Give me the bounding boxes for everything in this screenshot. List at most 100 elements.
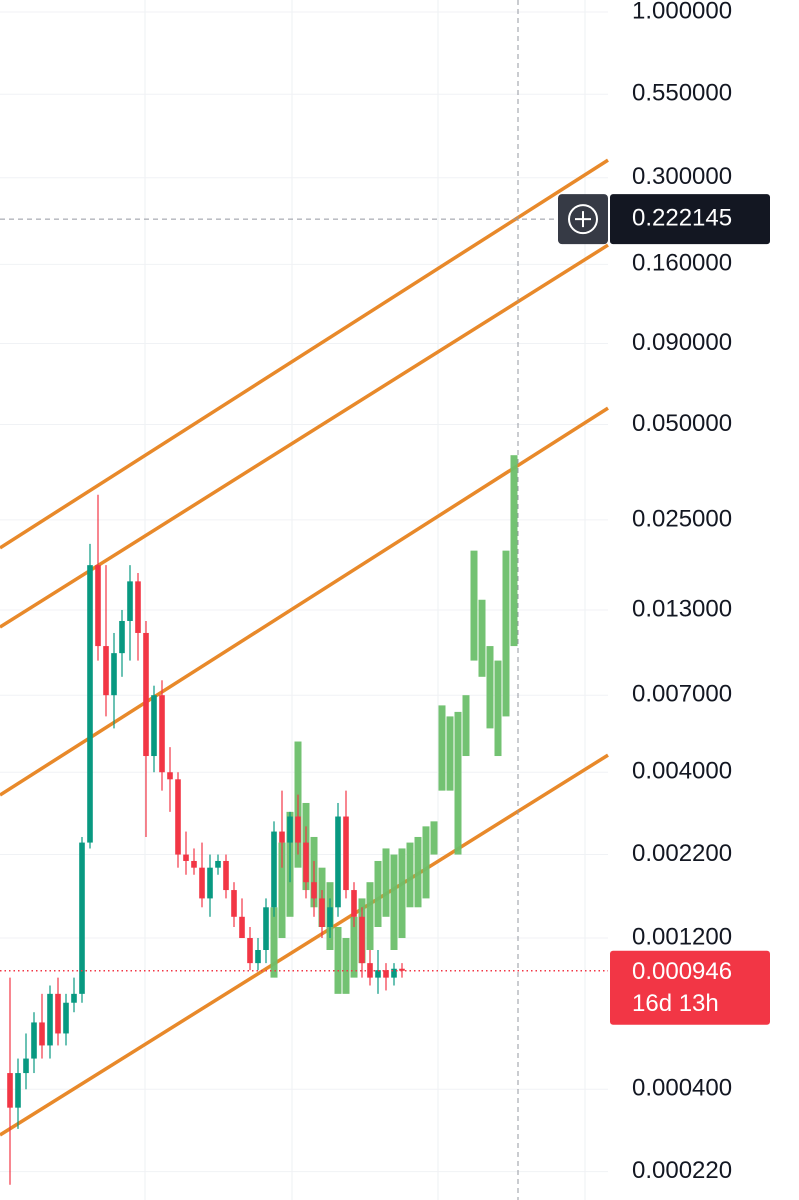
candle-body <box>239 916 245 939</box>
last-price-box <box>610 950 770 1025</box>
candle-body <box>311 882 317 899</box>
candle-body <box>127 581 133 621</box>
projection-bar <box>510 455 518 647</box>
candle-body <box>31 1022 37 1059</box>
candle-body <box>87 565 93 843</box>
crosshair-price-label: 0.222145 <box>632 204 732 231</box>
projection-bar <box>270 907 278 978</box>
y-tick-label: 0.050000 <box>632 410 732 437</box>
y-tick-label: 0.007000 <box>632 681 732 708</box>
projection-bar <box>406 842 414 908</box>
candle-body <box>375 970 381 978</box>
projection-bar <box>342 938 350 994</box>
add-icon-plus <box>575 211 591 228</box>
candle-body <box>295 816 301 843</box>
projection-bar <box>502 550 510 717</box>
crosshair-price-box <box>610 194 770 245</box>
candle-body <box>351 890 357 917</box>
projection-bar <box>494 660 502 757</box>
channel-line <box>0 243 609 629</box>
candle-body <box>383 970 389 978</box>
candle-body <box>143 632 149 757</box>
countdown-label: 16d 13h <box>632 990 719 1017</box>
candle-body <box>399 968 405 971</box>
last-price-label: 0.000946 <box>632 958 732 985</box>
candle-body <box>95 565 101 647</box>
projection-bar <box>366 882 374 950</box>
y-tick-label: 0.001200 <box>632 923 732 950</box>
y-tick-label: 0.300000 <box>632 163 732 190</box>
y-tick-label: 0.090000 <box>632 329 732 356</box>
candle-body <box>119 620 125 654</box>
projection-bar <box>462 695 470 757</box>
candle-body <box>103 646 109 696</box>
candle-body <box>167 772 173 780</box>
projection-bar <box>390 854 398 950</box>
projection-bar <box>478 599 486 677</box>
candle-body <box>271 831 277 908</box>
projection-bar <box>446 716 454 791</box>
candle-body <box>55 993 61 1034</box>
candle-body <box>391 968 397 978</box>
y-tick-label: 0.160000 <box>632 250 732 277</box>
candle-body <box>23 1058 29 1074</box>
projection-bar <box>398 848 406 939</box>
candle-body <box>7 1073 13 1108</box>
candle-body <box>279 831 285 843</box>
projection-bar <box>422 826 430 899</box>
y-tick-label: 1.000000 <box>632 0 732 24</box>
projection-bar <box>374 860 382 927</box>
y-tick-label: 0.013000 <box>632 595 732 622</box>
candle-body <box>15 1073 21 1108</box>
candle-body <box>47 993 53 1046</box>
candle-body <box>231 890 237 917</box>
candle-body <box>135 581 141 633</box>
candle-body <box>255 949 261 964</box>
projection-bar <box>486 646 494 729</box>
projection-bar <box>278 842 286 939</box>
candle-body <box>263 907 269 950</box>
projection-bar <box>454 711 462 855</box>
projection-bar <box>430 821 438 855</box>
projection-bar <box>350 916 358 978</box>
projection-bar <box>334 926 342 994</box>
candle-body <box>343 816 349 891</box>
vertical-grid <box>144 0 586 1200</box>
projection-bar <box>382 848 390 917</box>
channel-line <box>0 753 609 1137</box>
candle-body <box>175 779 181 855</box>
candle-body <box>199 867 205 899</box>
candle-body <box>207 867 213 899</box>
add-icon <box>568 204 598 235</box>
projection-bar <box>414 836 422 908</box>
y-tick-label: 0.000400 <box>632 1075 732 1102</box>
candle-body <box>151 695 157 757</box>
candle-body <box>335 816 341 908</box>
candle-body <box>159 695 165 773</box>
y-tick-label: 0.004000 <box>632 758 732 785</box>
candle-body <box>303 842 309 883</box>
candle-body <box>79 842 85 994</box>
y-tick-label: 0.002200 <box>632 840 732 867</box>
candle-body <box>183 854 189 861</box>
candle-body <box>287 816 293 843</box>
y-tick-label: 0.000220 <box>632 1157 732 1184</box>
projection-bar <box>470 550 478 661</box>
y-tick-label: 0.025000 <box>632 505 732 532</box>
projection-bar <box>438 705 446 791</box>
candle-body <box>215 860 221 868</box>
candle-body <box>359 916 365 964</box>
candle-body <box>247 938 253 964</box>
candle-body <box>327 907 333 927</box>
candle-body <box>71 993 77 1003</box>
candle-body <box>39 1022 45 1046</box>
candle-body <box>191 860 197 868</box>
candle-body <box>319 898 325 927</box>
candle-body <box>63 1002 69 1034</box>
channel-line <box>0 406 609 797</box>
y-tick-label: 0.550000 <box>632 80 732 107</box>
candle-body <box>223 860 229 891</box>
candle-body <box>111 653 117 696</box>
